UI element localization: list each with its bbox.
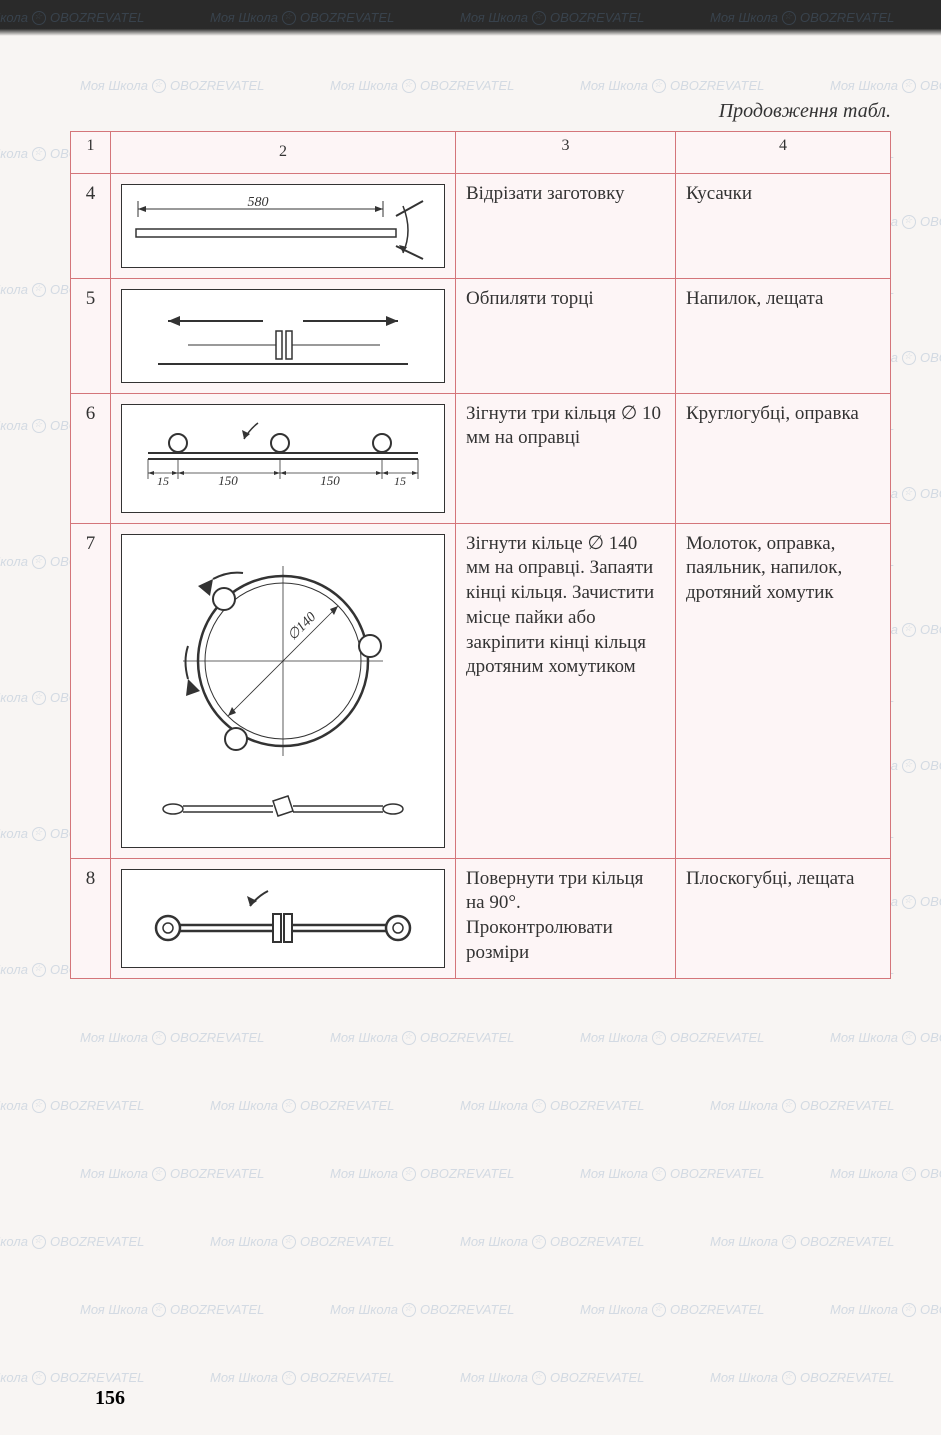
operation-text: Відрізати заготовку [456,173,676,278]
watermark-item: Моя ШколаOBOZREVATEL [0,1234,144,1249]
header-col-1: 1 [71,132,111,174]
header-col-3: 3 [456,132,676,174]
diagram-cell: 580 [111,173,456,278]
watermark-item: Моя ШколаOBOZREVATEL [460,1234,644,1249]
watermark-item: Моя ШколаOBOZREVATEL [830,1302,941,1317]
table-row: 7 ∅140 [71,523,891,858]
watermark-item: Моя ШколаOBOZREVATEL [0,1370,144,1385]
watermark-item: Моя ШколаOBOZREVATEL [460,1370,644,1385]
header-col-4: 4 [676,132,891,174]
diagram-three-rings: 15 150 150 15 [121,404,445,513]
watermark-item: Моя ШколаOBOZREVATEL [80,1166,264,1181]
tools-text: Круглогубці, оправка [676,393,891,523]
table-header-row: 1 2 3 4 [71,132,891,174]
watermark-item: Моя ШколаOBOZREVATEL [0,1098,144,1113]
watermark-item: Моя ШколаOBOZREVATEL [580,1302,764,1317]
watermark-item: Моя ШколаOBOZREVATEL [460,10,644,25]
diagram-cell: ∅140 [111,523,456,858]
watermark-item: Моя ШколаOBOZREVATEL [80,1030,264,1045]
diagram-big-ring: ∅140 [121,534,445,848]
table-row: 4 580 [71,173,891,278]
row-number: 4 [71,173,111,278]
watermark-item: Моя ШколаOBOZREVATEL [210,10,394,25]
watermark-item: Моя ШколаOBOZREVATEL [710,1370,894,1385]
svg-text:580: 580 [248,195,269,210]
watermark-item: Моя ШколаOBOZREVATEL [210,1234,394,1249]
svg-text:150: 150 [218,473,238,488]
watermark-item: Моя ШколаOBOZREVATEL [710,10,894,25]
watermark-item: Моя ШколаOBOZREVATEL [710,1098,894,1113]
watermark-item: Моя ШколаOBOZREVATEL [580,78,764,93]
svg-text:150: 150 [320,473,340,488]
tools-text: Молоток, оправка, паяльник, напилок, дро… [676,523,891,858]
watermark-item: Моя ШколаOBOZREVATEL [580,1166,764,1181]
diagram-cell: 15 150 150 15 [111,393,456,523]
row-number: 7 [71,523,111,858]
row-number: 6 [71,393,111,523]
tools-text: Напилок, лещата [676,278,891,393]
table-continuation-label: Продовження табл. [70,100,891,123]
watermark-item: Моя ШколаOBOZREVATEL [330,78,514,93]
watermark-item: Моя ШколаOBOZREVATEL [330,1166,514,1181]
operation-text: Зігнути три кільця ∅ 10 мм на оправці [456,393,676,523]
diagram-file-ends [121,289,445,383]
tools-text: Кусачки [676,173,891,278]
watermark-item: Моя ШколаOBOZREVATEL [580,1030,764,1045]
svg-text:15: 15 [394,474,406,488]
svg-text:15: 15 [157,474,169,488]
diagram-rotate-rings [121,869,445,968]
watermark-item: Моя ШколаOBOZREVATEL [80,78,264,93]
watermark-item: Моя ШколаOBOZREVATEL [830,1030,941,1045]
watermark-item: Моя ШколаOBOZREVATEL [710,1234,894,1249]
textbook-page: Моя ШколаOBOZREVATEL Моя ШколаOBOZREVATEL… [0,0,941,1435]
watermark-item: Моя ШколаOBOZREVATEL [210,1098,394,1113]
table-row: 6 [71,393,891,523]
watermark-item: Моя ШколаOBOZREVATEL [330,1302,514,1317]
table-row: 8 [71,858,891,978]
watermark-item: Моя ШколаOBOZREVATEL [460,1098,644,1113]
watermark-item: Моя ШколаOBOZREVATEL [330,1030,514,1045]
tools-text: Плоскогубці, лещата [676,858,891,978]
table-row: 5 Обпиляти торці [71,278,891,393]
operation-text: Зігнути кільце ∅ 140 мм на оправці. Запа… [456,523,676,858]
page-number: 156 [95,1387,125,1410]
operation-text: Повернути три кільця на 90°. Проконтролю… [456,858,676,978]
diagram-cut-workpiece: 580 [121,184,445,268]
header-col-2: 2 [111,132,456,174]
row-number: 8 [71,858,111,978]
diagram-cell [111,278,456,393]
diagram-cell [111,858,456,978]
operation-text: Обпиляти торці [456,278,676,393]
watermark-item: Моя ШколаOBOZREVATEL [210,1370,394,1385]
watermark-item: Моя ШколаOBOZREVATEL [830,1166,941,1181]
row-number: 5 [71,278,111,393]
watermark-item: Моя ШколаOBOZREVATEL [830,78,941,93]
operations-table: 1 2 3 4 4 580 [70,131,891,979]
watermark-item: Моя ШколаOBOZREVATEL [80,1302,264,1317]
watermark-item: Моя ШколаOBOZREVATEL [0,10,144,25]
